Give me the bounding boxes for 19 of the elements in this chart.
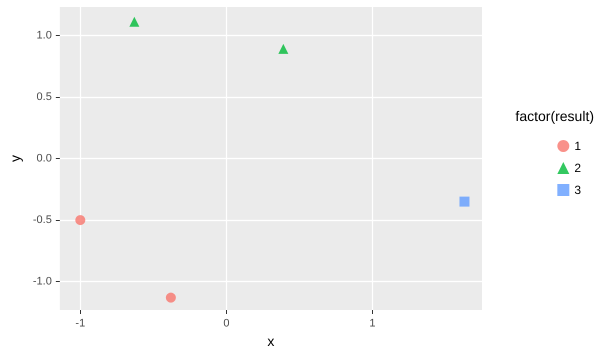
x-tick-label: -1 xyxy=(75,318,86,330)
point xyxy=(129,16,140,27)
legend-label: 1 xyxy=(574,139,582,153)
y-axis-title: y xyxy=(7,155,23,162)
legend-label: 2 xyxy=(574,161,582,175)
legend-label: 3 xyxy=(574,183,582,197)
y-tick-label: -0.5 xyxy=(32,214,52,226)
point xyxy=(278,44,288,54)
x-tick-label: 1 xyxy=(369,318,376,330)
y-tick-label: 0.5 xyxy=(36,90,52,103)
y-tick-label: 0.0 xyxy=(36,152,52,164)
y-tick-label: 1.0 xyxy=(36,29,52,42)
legend-title: factor(result) xyxy=(515,108,594,124)
x-tick-label: 0 xyxy=(223,318,230,330)
point xyxy=(459,196,470,207)
x-axis-title: x xyxy=(267,332,274,349)
point xyxy=(166,292,176,303)
y-tick-label: -1.0 xyxy=(32,276,52,288)
point xyxy=(75,215,86,226)
